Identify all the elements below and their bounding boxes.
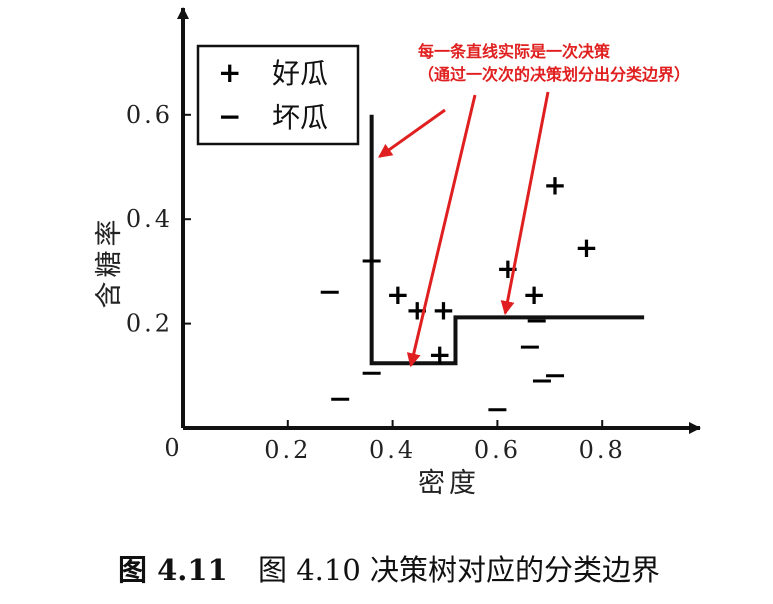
good-melon-point: + — [543, 168, 566, 201]
caption: 图 4.11 图 4.10 决策树对应的分类边界 — [118, 553, 660, 587]
origin-label: 0 — [164, 434, 179, 462]
x-tick-label: 0.4 — [369, 436, 416, 464]
legend-symbol-bad: − — [218, 100, 241, 133]
good-melon-point: + — [575, 231, 598, 264]
legend-symbol-good: + — [218, 56, 241, 89]
good-melon-point: + — [428, 338, 451, 371]
legend-label-good: 好瓜 — [272, 57, 328, 90]
legend-label-bad: 坏瓜 — [272, 101, 328, 134]
decision-boundary-line — [369, 114, 645, 366]
tick-labels: 0.2 0.4 0.6 0.8 0.2 0.4 0.6 0 — [126, 101, 626, 464]
x-tick-label: 0.6 — [474, 436, 521, 464]
axes — [177, 7, 701, 434]
y-tick-label: 0.6 — [126, 101, 173, 129]
annotation: 每一条直线实际是一次决策 （通过一次次的决策划分出分类边界） — [418, 42, 690, 84]
annotation-arrow — [500, 91, 550, 316]
decision-boundary — [369, 114, 645, 366]
legend-box — [196, 44, 360, 146]
x-tick-label: 0.8 — [579, 436, 626, 464]
data-points: ++ ++++++ — [320, 168, 598, 412]
caption-text: 图 4.10 决策树对应的分类边界 — [258, 553, 660, 587]
good-melon-point: + — [522, 278, 545, 311]
y-tick-label: 0.4 — [126, 205, 173, 233]
y-axis-title: 含糖率 — [94, 216, 125, 309]
annotation-arrows — [378, 91, 550, 368]
x-tick-label: 0.2 — [264, 436, 311, 464]
annotation-arrow — [378, 108, 446, 158]
x-axis-title: 密度 — [418, 468, 480, 499]
annotation-line-2: （通过一次次的决策划分出分类边界） — [418, 65, 690, 84]
annotation-line-1: 每一条直线实际是一次决策 — [418, 42, 611, 61]
legend: + 好瓜 − 坏瓜 — [196, 44, 360, 146]
good-melon-point: + — [432, 294, 455, 327]
caption-label: 图 4.11 — [118, 553, 228, 587]
good-melon-point: + — [386, 278, 409, 311]
annotation-arrow — [406, 94, 477, 368]
y-tick-label: 0.2 — [126, 310, 173, 338]
